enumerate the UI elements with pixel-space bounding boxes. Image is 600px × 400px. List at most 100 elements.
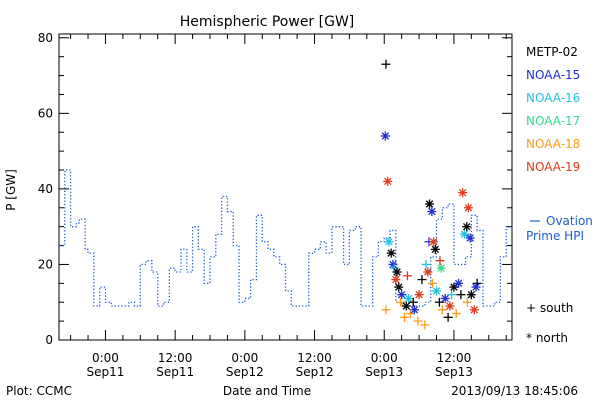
north-point	[392, 267, 402, 277]
south-point	[405, 309, 415, 319]
x-tick-date-label: Sep11	[87, 365, 125, 379]
point-stroke	[393, 268, 401, 276]
legend-north-label: * north	[526, 331, 568, 345]
point-stroke	[387, 249, 395, 257]
y-axis-label: P [GW]	[4, 169, 18, 211]
south-point	[381, 59, 391, 69]
north-point	[409, 305, 419, 315]
north-point	[459, 229, 469, 239]
x-tick-date-label: Sep12	[226, 365, 264, 379]
south-point	[417, 275, 427, 285]
north-point	[397, 290, 407, 300]
north-point	[423, 267, 433, 277]
north-point	[430, 244, 440, 254]
point-stroke	[392, 275, 400, 284]
point-stroke	[437, 264, 445, 272]
point-stroke	[410, 306, 419, 314]
point-stroke	[472, 283, 480, 291]
point-stroke	[458, 188, 467, 197]
north-point	[463, 203, 473, 213]
legend-south-label: + south	[526, 301, 573, 315]
x-tick-time-label: 0:00	[92, 351, 119, 365]
north-point	[425, 199, 435, 209]
point-stroke	[402, 302, 410, 310]
y-tick-label: 20	[38, 257, 53, 271]
point-stroke	[404, 294, 413, 303]
south-point	[435, 256, 445, 266]
south-point	[420, 320, 430, 330]
x-tick-time-label: 12:00	[437, 351, 472, 365]
north-point	[432, 286, 441, 296]
north-point	[414, 290, 424, 300]
south-point	[437, 305, 447, 315]
point-stroke	[464, 204, 473, 212]
point-stroke	[467, 290, 476, 299]
x-tick-date-label: Sep13	[365, 365, 403, 379]
south-point	[427, 278, 437, 288]
south-point	[400, 312, 410, 322]
legend-satellite-label: NOAA-19	[526, 160, 580, 174]
satellite-points	[380, 59, 482, 330]
north-point	[471, 282, 481, 292]
south-point	[443, 312, 453, 322]
point-stroke	[381, 132, 390, 140]
point-stroke	[432, 287, 441, 295]
point-stroke	[429, 238, 438, 246]
x-tick-time-label: 12:00	[158, 351, 193, 365]
south-point	[402, 271, 412, 281]
north-point	[427, 207, 437, 217]
north-point	[386, 248, 396, 258]
point-stroke	[425, 200, 434, 208]
point-stroke	[397, 290, 406, 299]
point-stroke	[441, 294, 449, 303]
north-point	[380, 131, 390, 141]
point-stroke	[454, 279, 463, 288]
north-point	[462, 222, 472, 232]
north-point	[445, 301, 455, 311]
north-point	[429, 237, 439, 247]
x-tick-date-label: Sep13	[435, 365, 473, 379]
ovation-series	[59, 169, 513, 307]
x-tick-time-label: 12:00	[297, 351, 332, 365]
y-axis: 0 20 40 60 80	[38, 31, 512, 347]
north-point	[388, 259, 398, 269]
legend-satellite-label: METP-02	[526, 45, 578, 59]
north-point	[401, 301, 411, 311]
south-point	[456, 290, 466, 300]
footer-credit: Plot: CCMC	[6, 384, 72, 398]
south-point	[462, 297, 472, 307]
north-point	[465, 233, 475, 243]
south-point	[408, 297, 418, 307]
point-stroke	[384, 177, 392, 186]
point-stroke	[463, 222, 471, 231]
north-point	[436, 263, 446, 273]
point-stroke	[460, 230, 469, 238]
north-point	[384, 237, 394, 247]
x-axis-label: Date and Time	[223, 384, 311, 398]
chart-title: Hemispheric Power [GW]	[180, 14, 355, 30]
north-point	[383, 176, 393, 186]
legend-ovation-label-2: Prime HPI	[526, 229, 584, 243]
north-point	[391, 275, 401, 285]
y-tick-label: 40	[38, 182, 53, 196]
north-point	[469, 305, 479, 315]
point-stroke	[431, 245, 440, 254]
x-tick-time-label: 0:00	[231, 351, 258, 365]
north-point	[440, 293, 450, 303]
point-stroke	[385, 238, 393, 246]
point-stroke	[415, 290, 423, 299]
point-stroke	[466, 234, 474, 242]
legend-satellite-label: NOAA-16	[526, 91, 580, 105]
point-stroke	[446, 302, 454, 310]
point-stroke	[395, 283, 403, 291]
north-point	[394, 282, 404, 292]
point-stroke	[424, 268, 432, 276]
x-axis: 0:00Sep1112:00Sep110:00Sep1212:00Sep120:…	[70, 34, 507, 379]
point-stroke	[470, 306, 478, 314]
south-point	[447, 290, 457, 300]
south-point	[381, 305, 391, 315]
ovation-line	[59, 169, 513, 307]
south-point	[451, 309, 461, 319]
